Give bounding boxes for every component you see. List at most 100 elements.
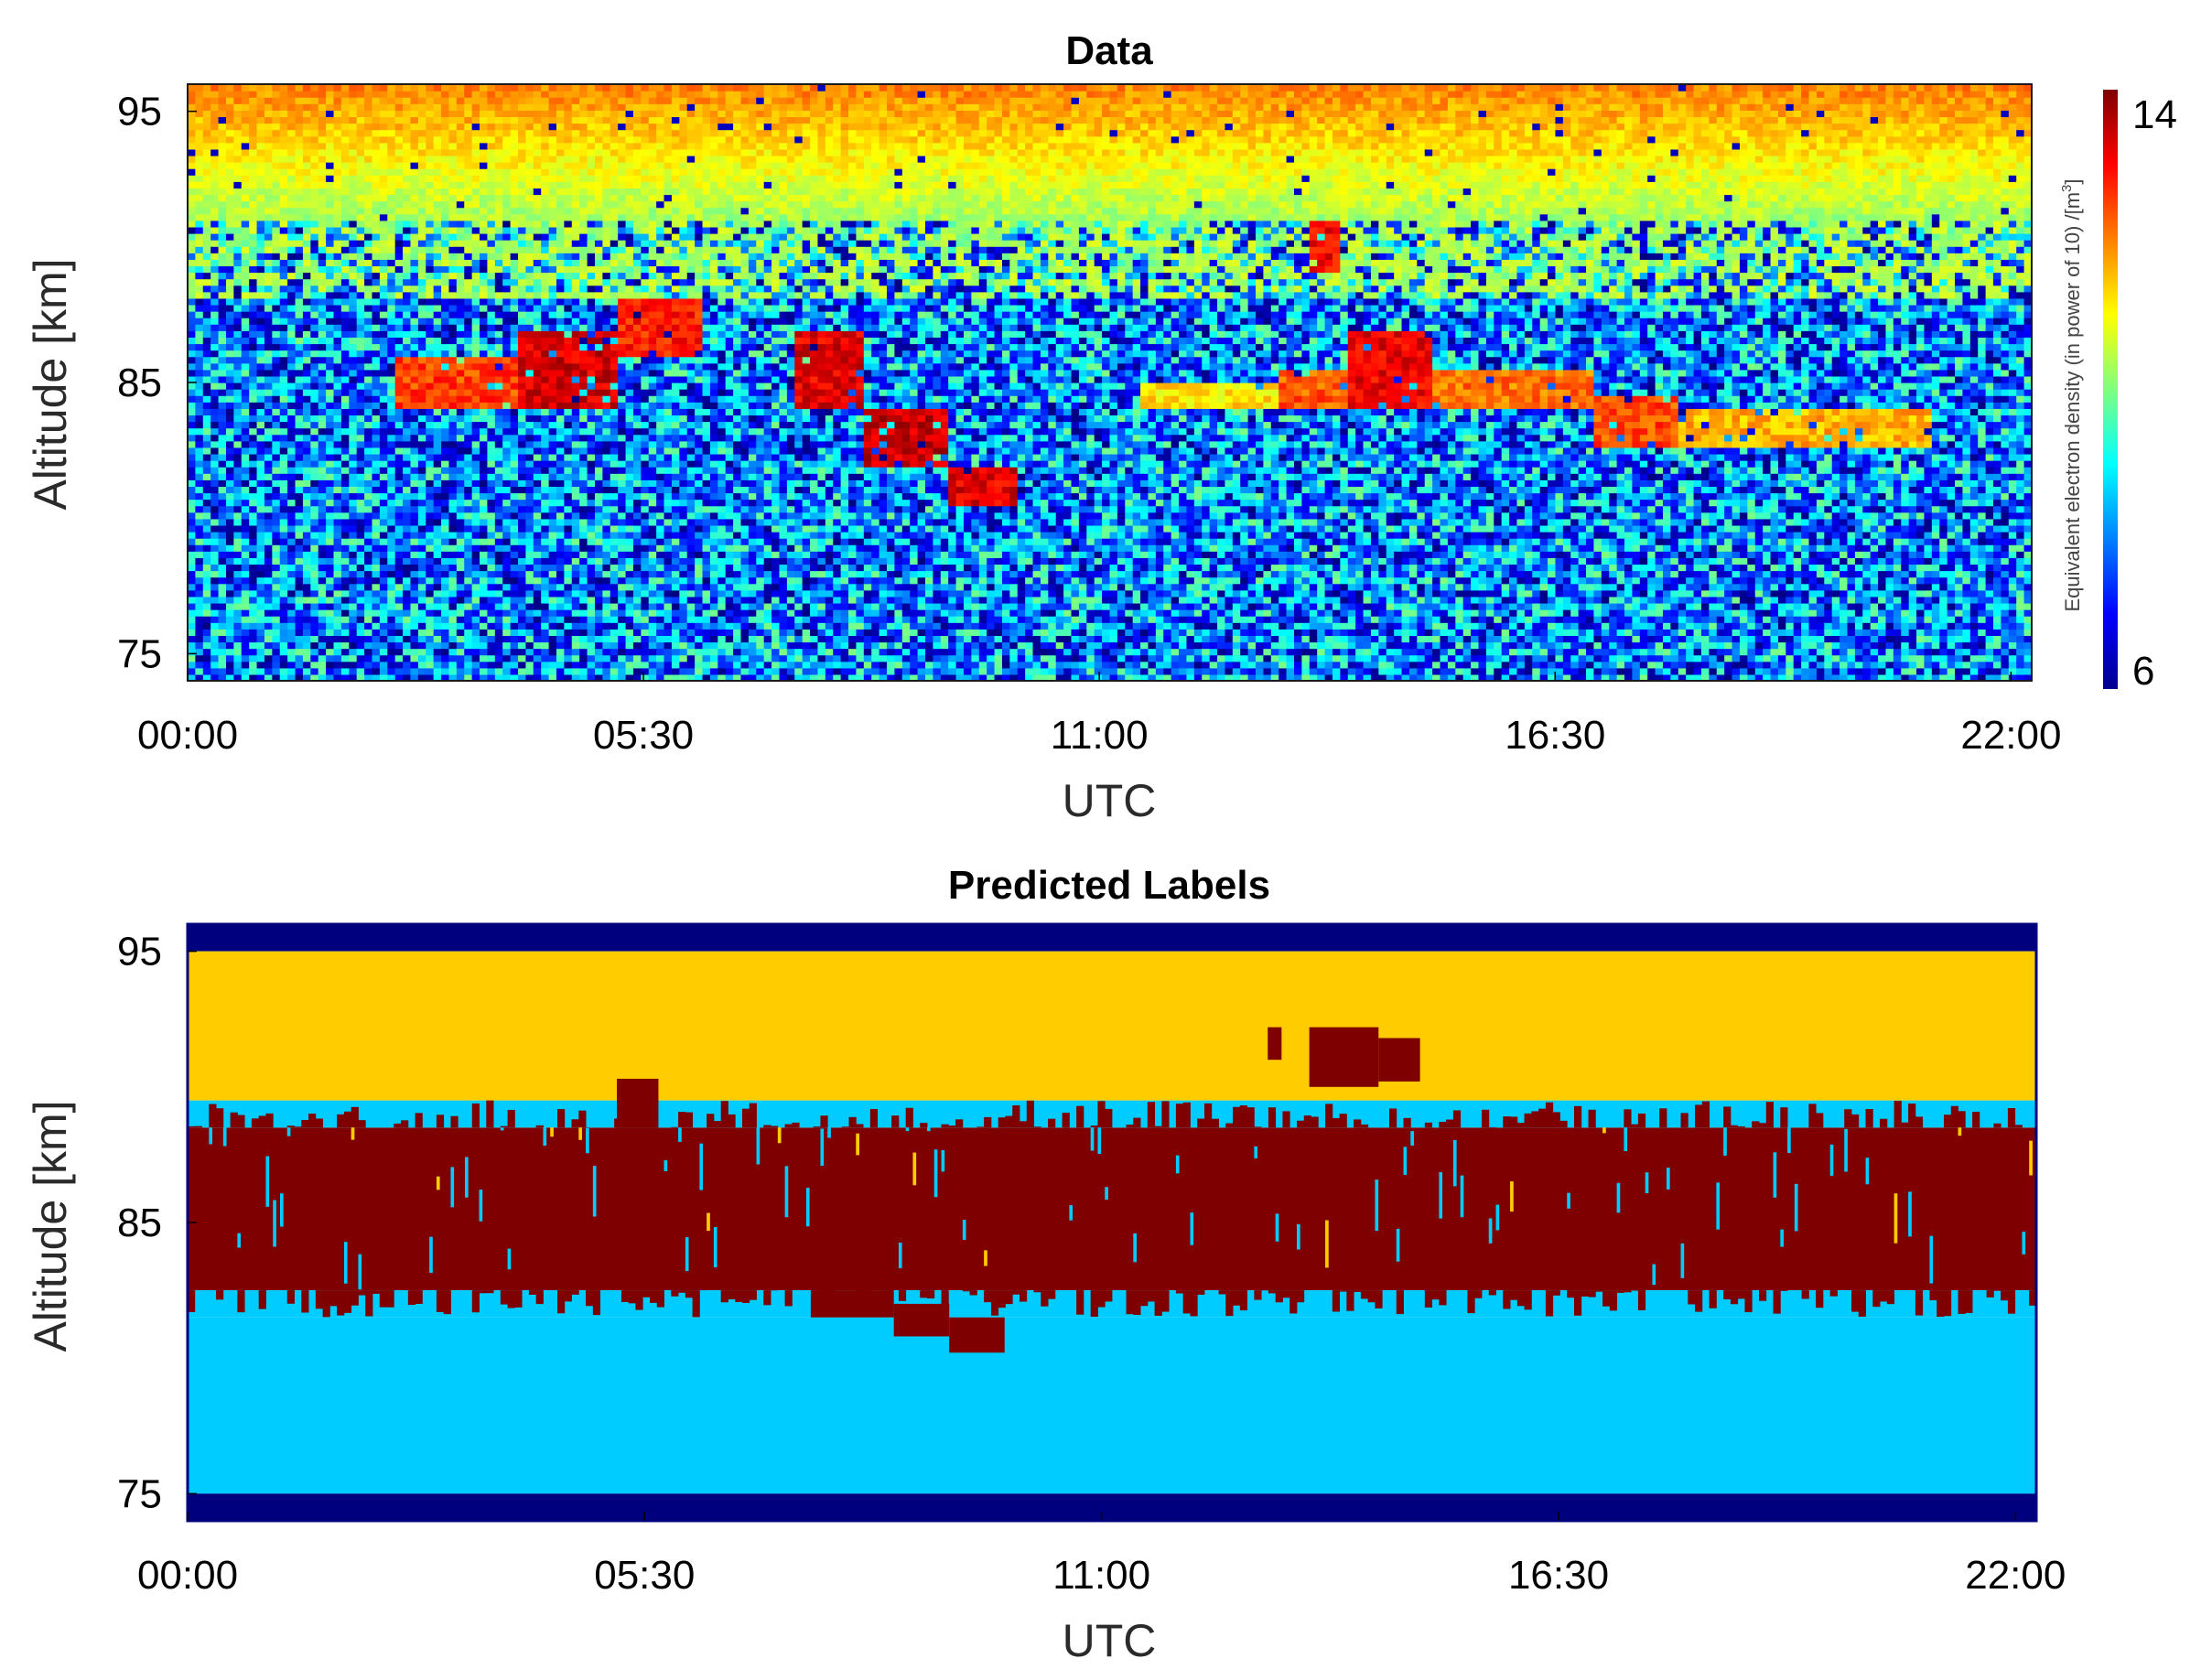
heatmap-cell (249, 188, 257, 195)
heatmap-cell (280, 422, 288, 429)
heatmap-cell (334, 337, 342, 344)
heatmap-cell (518, 208, 526, 215)
heatmap-cell (595, 500, 603, 507)
heatmap-cell (272, 435, 280, 442)
heatmap-cell (518, 428, 526, 436)
heatmap-cell (518, 201, 526, 209)
heatmap-cell (534, 279, 542, 286)
heatmap-cell (518, 337, 526, 344)
heatmap-cell (349, 233, 357, 241)
heatmap-cell (387, 506, 395, 513)
heatmap-cell (219, 395, 227, 403)
heatmap-cell (326, 415, 334, 422)
heatmap-cell (303, 441, 311, 448)
heatmap-cell (579, 551, 588, 558)
heatmap-cell (410, 382, 418, 390)
heatmap-cell (572, 506, 580, 513)
heatmap-cell (426, 428, 434, 436)
heatmap-cell (434, 168, 442, 176)
heatmap-cell (203, 609, 211, 617)
heatmap-cell (602, 577, 610, 585)
heatmap-cell (495, 208, 503, 215)
heatmap-cell (541, 479, 549, 487)
heatmap-cell (296, 590, 304, 598)
heatmap-cell (502, 214, 511, 221)
heatmap-cell (257, 124, 265, 131)
heatmap-cell (572, 136, 580, 144)
heatmap-cell (457, 544, 465, 552)
heatmap-cell (541, 428, 549, 436)
heatmap-cell (595, 376, 603, 383)
heatmap-cell (472, 201, 480, 209)
heatmap-cell (372, 357, 381, 364)
heatmap-cell (349, 97, 357, 104)
heatmap-cell (495, 435, 503, 442)
heatmap-cell (495, 382, 503, 390)
heatmap-cell (334, 156, 342, 163)
heatmap-cell (541, 136, 549, 144)
heatmap-cell (525, 188, 534, 195)
heatmap-cell (264, 662, 273, 669)
heatmap-cell (303, 655, 311, 662)
heatmap-cell (426, 544, 434, 552)
heatmap-cell (434, 500, 442, 507)
heatmap-cell (426, 103, 434, 111)
heatmap-cell (418, 629, 426, 636)
heatmap-cell (341, 110, 350, 117)
heatmap-cell (410, 500, 418, 507)
heatmap-cell (448, 188, 457, 195)
heatmap-cell (341, 240, 350, 247)
heatmap-cell (203, 110, 211, 117)
heatmap-cell (310, 305, 318, 312)
heatmap-cell (511, 422, 519, 429)
heatmap-cell (410, 441, 418, 448)
heatmap-cell (403, 143, 411, 150)
heatmap-cell (418, 616, 426, 623)
heatmap-cell (334, 460, 342, 468)
heatmap-cell (210, 136, 219, 144)
heatmap-cell (349, 402, 357, 409)
heatmap-cell (310, 130, 318, 137)
heatmap-cell (434, 641, 442, 649)
heatmap-cell (349, 285, 357, 293)
heatmap-cell (426, 441, 434, 448)
heatmap-cell (203, 363, 211, 371)
heatmap-cell (495, 486, 503, 493)
heatmap-cell (326, 259, 334, 266)
heatmap-cell (188, 343, 196, 350)
heatmap-cell (448, 227, 457, 234)
heatmap-cell (518, 273, 526, 280)
heatmap-cell (188, 422, 196, 429)
heatmap-cell (511, 512, 519, 520)
heatmap-cell (249, 337, 257, 344)
heatmap-cell (287, 259, 296, 266)
heatmap-cell (588, 136, 596, 144)
heatmap-cell (272, 649, 280, 656)
heatmap-cell (264, 564, 273, 571)
heatmap-cell (502, 662, 511, 669)
heatmap-cell (357, 479, 365, 487)
heatmap-cell (579, 603, 588, 610)
heatmap-cell (403, 428, 411, 436)
heatmap-cell (188, 428, 196, 436)
heatmap-cell (272, 168, 280, 176)
heatmap-cell (326, 330, 334, 338)
heatmap-cell (426, 246, 434, 253)
heatmap-cell (249, 253, 257, 260)
heatmap-cell (372, 201, 381, 209)
heatmap-cell (434, 629, 442, 636)
heatmap-cell (242, 357, 250, 364)
heatmap-cell (395, 116, 404, 124)
heatmap-cell (326, 551, 334, 558)
heatmap-cell (457, 551, 465, 558)
heatmap-cell (487, 221, 495, 228)
heatmap-cell (357, 551, 365, 558)
heatmap-cell (341, 473, 350, 480)
heatmap-cell (219, 415, 227, 422)
heatmap-cell (195, 214, 203, 221)
heatmap-cell (511, 265, 519, 273)
heatmap-cell (534, 395, 542, 403)
heatmap-cell (457, 649, 465, 656)
heatmap-cell (364, 370, 372, 377)
heatmap-cell (403, 415, 411, 422)
